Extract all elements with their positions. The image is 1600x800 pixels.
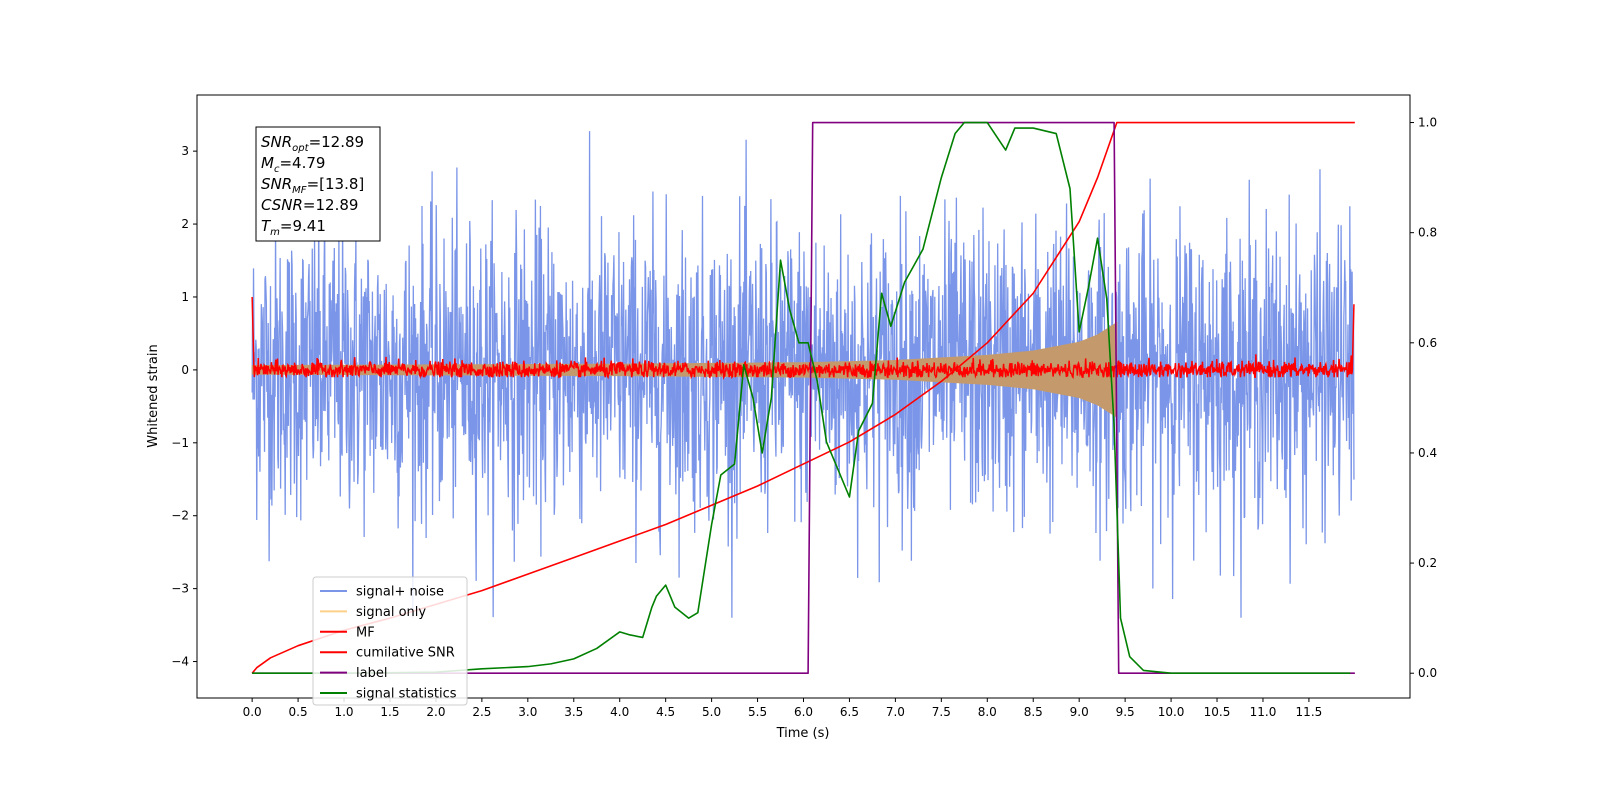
x-tick-label: 2.5 bbox=[472, 705, 491, 719]
y-tick-label: −1 bbox=[171, 436, 189, 450]
y-tick-label: 2 bbox=[181, 217, 189, 231]
x-tick-label: 11.5 bbox=[1296, 705, 1323, 719]
x-tick-label: 7.0 bbox=[886, 705, 905, 719]
x-tick-label: 8.5 bbox=[1024, 705, 1043, 719]
x-tick-label: 5.0 bbox=[702, 705, 721, 719]
x-axis-label: Time (s) bbox=[776, 726, 830, 741]
y-axis-right: 1.0 0.8 0.6 0.4 0.2 0.0 bbox=[1410, 116, 1437, 680]
y-tick-label: −4 bbox=[171, 655, 189, 669]
y2-tick-label: 0.0 bbox=[1418, 666, 1437, 680]
y2-tick-label: 1.0 bbox=[1418, 116, 1437, 130]
y-tick-label: −2 bbox=[171, 509, 189, 523]
x-tick-label: 3.0 bbox=[518, 705, 537, 719]
info-box-line: CSNR=12.89 bbox=[261, 196, 358, 214]
series-mf bbox=[251, 296, 1355, 381]
x-tick-label: 7.5 bbox=[932, 705, 951, 719]
x-tick-label: 4.0 bbox=[610, 705, 629, 719]
x-tick-label: 6.0 bbox=[794, 705, 813, 719]
y2-tick-label: 0.4 bbox=[1418, 446, 1437, 460]
y2-tick-label: 0.6 bbox=[1418, 336, 1437, 350]
info-box-frame bbox=[255, 126, 381, 242]
x-axis: 0.0 0.5 1.0 1.5 2.0 2.5 3.0 3.5 4.0 4.5 5.0 5.5 6.0 6… bbox=[243, 698, 1323, 719]
legend-entry: cumilative SNR bbox=[356, 646, 455, 661]
info-box-line: SNRopt=12.89 bbox=[261, 133, 364, 154]
y2-tick-label: 0.2 bbox=[1418, 556, 1437, 570]
x-tick-label: 5.5 bbox=[748, 705, 767, 719]
info-box-line: Mc=4.79 bbox=[261, 154, 325, 175]
x-tick-label: 10.5 bbox=[1204, 705, 1231, 719]
info-box: SNRopt=12.89Mc=4.79SNRMF=[13.8]CSNR=12.8… bbox=[255, 126, 381, 242]
legend-entry: signal statistics bbox=[356, 687, 457, 702]
info-box-line: SNRMF=[13.8] bbox=[261, 175, 364, 196]
x-tick-label: 3.5 bbox=[564, 705, 583, 719]
y-tick-label: −3 bbox=[171, 582, 189, 596]
legend-entry: MF bbox=[356, 625, 375, 640]
x-tick-label: 0.5 bbox=[289, 705, 308, 719]
x-tick-label: 9.0 bbox=[1070, 705, 1089, 719]
legend: signal+ noise signal only MF cumilative SNR… bbox=[312, 576, 468, 706]
x-tick-label: 8.0 bbox=[978, 705, 997, 719]
x-tick-label: 10.0 bbox=[1158, 705, 1185, 719]
legend-frame bbox=[312, 576, 468, 706]
x-tick-label: 11.0 bbox=[1250, 705, 1277, 719]
x-tick-label: 1.0 bbox=[334, 705, 353, 719]
legend-entry: label bbox=[356, 666, 387, 681]
y-axis-label: Whitened strain bbox=[146, 344, 161, 447]
y-tick-label: 0 bbox=[181, 363, 189, 377]
x-tick-label: 4.5 bbox=[656, 705, 675, 719]
legend-entry: signal only bbox=[356, 605, 426, 620]
x-tick-label: 0.0 bbox=[243, 705, 262, 719]
x-tick-label: 6.5 bbox=[840, 705, 859, 719]
x-tick-label: 1.5 bbox=[380, 705, 399, 719]
y2-tick-label: 0.8 bbox=[1418, 226, 1437, 240]
legend-entry: signal+ noise bbox=[356, 585, 444, 600]
y-axis-left: 3 2 1 0 −1 −2 −3 −4 bbox=[171, 144, 197, 669]
info-box-line: Tm=9.41 bbox=[261, 217, 326, 238]
y-tick-label: 3 bbox=[181, 144, 189, 158]
series-signal-statistics bbox=[252, 121, 1351, 675]
x-tick-label: 2.0 bbox=[426, 705, 445, 719]
y-tick-label: 1 bbox=[181, 290, 189, 304]
x-tick-label: 9.5 bbox=[1116, 705, 1135, 719]
